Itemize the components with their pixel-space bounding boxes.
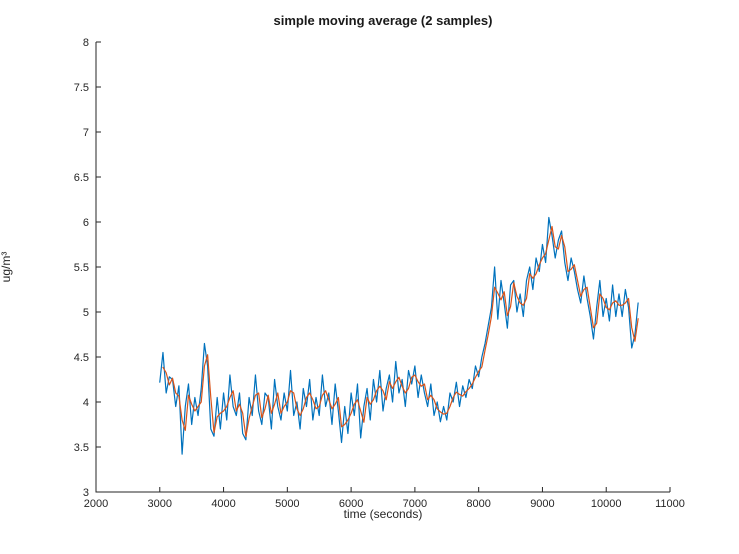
x-tick-label: 2000 xyxy=(84,498,108,510)
x-tick-label: 11000 xyxy=(655,498,685,510)
y-tick-label: 8 xyxy=(83,37,89,49)
y-tick-label: 3 xyxy=(83,487,89,499)
y-tick-label: 6 xyxy=(83,217,89,229)
x-tick-label: 8000 xyxy=(466,498,490,510)
y-tick-label: 7.5 xyxy=(74,82,89,94)
raw-series-line xyxy=(159,216,639,455)
y-tick-label: 5 xyxy=(83,307,89,319)
x-tick-label: 10000 xyxy=(591,498,622,510)
y-tick-label: 4 xyxy=(83,397,89,409)
y-tick-label: 4.5 xyxy=(74,352,89,364)
x-tick-label: 3000 xyxy=(148,498,172,510)
y-tick-label: 5.5 xyxy=(74,262,89,274)
moving-average-line xyxy=(162,225,639,438)
x-tick-label: 7000 xyxy=(403,498,427,510)
x-tick-label: 4000 xyxy=(211,498,235,510)
plot-title: simple moving average (2 samples) xyxy=(273,13,493,28)
x-tick-label: 5000 xyxy=(275,498,299,510)
y-tick-label: 6.5 xyxy=(74,172,89,184)
axis-lines xyxy=(95,42,670,493)
y-tick-label: 3.5 xyxy=(74,442,89,454)
y-tick-label: 7 xyxy=(83,127,89,139)
x-axis-label: time (seconds) xyxy=(343,507,423,521)
x-tick-label: 6000 xyxy=(339,498,363,510)
x-tick-label: 9000 xyxy=(530,498,554,510)
